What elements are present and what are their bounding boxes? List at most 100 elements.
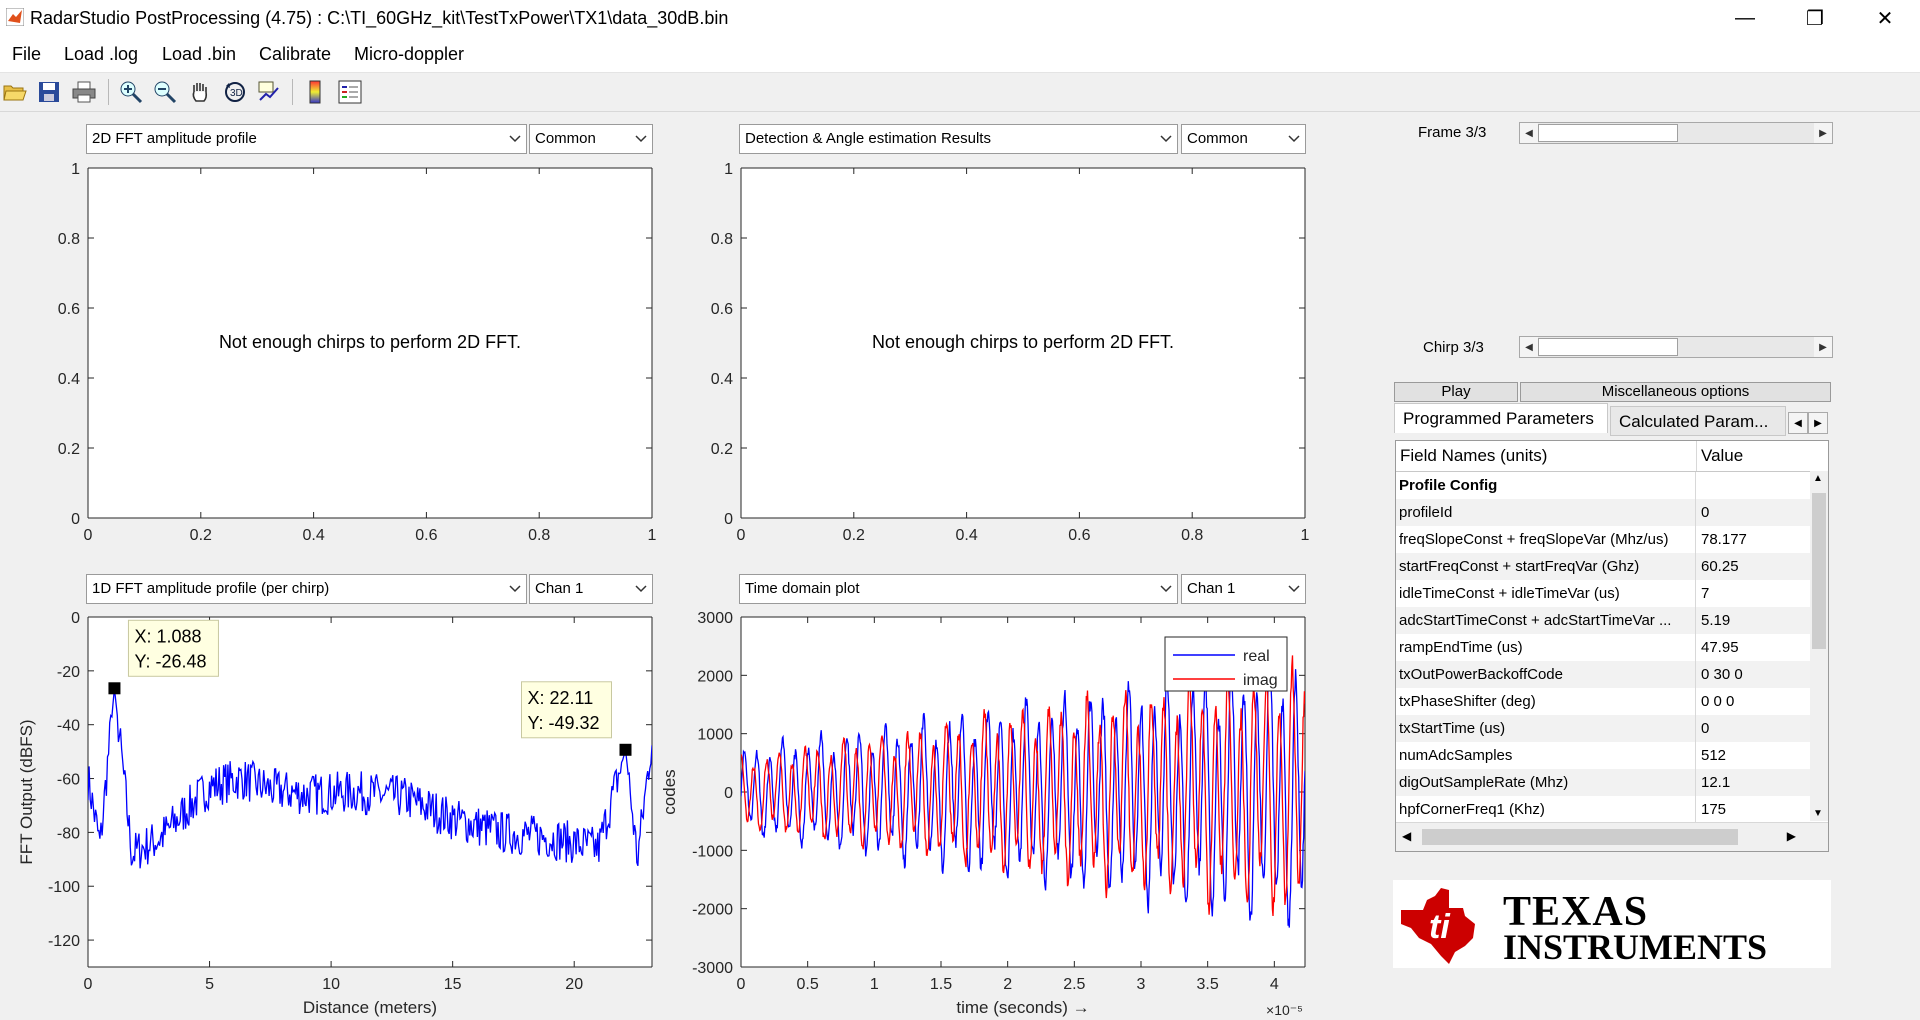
open-folder-icon[interactable]	[2, 79, 28, 105]
frame-slider[interactable]: ◀ ▶	[1519, 122, 1833, 144]
tab-scroll-left-icon[interactable]: ◀	[1788, 412, 1808, 434]
menu-calibrate[interactable]: Calibrate	[259, 44, 332, 64]
minimize-button[interactable]: —	[1710, 0, 1780, 36]
frame-slider-thumb[interactable]	[1538, 124, 1678, 142]
bottom-left-plot-select[interactable]: 1D FFT amplitude profile (per chirp)	[86, 574, 527, 604]
chirp-slider-thumb[interactable]	[1538, 338, 1678, 356]
y-tick-label: -20	[57, 664, 80, 681]
y-axis-label: FFT Output (dBFS)	[17, 719, 36, 864]
y-tick-label: -1000	[692, 843, 733, 860]
top-right-scope-select[interactable]: Common	[1181, 124, 1306, 154]
chevron-down-icon	[630, 575, 652, 603]
table-row[interactable]: txPhaseShifter (deg) 0 0 0	[1396, 688, 1810, 715]
bottom-left-channel-select[interactable]: Chan 1	[529, 574, 653, 604]
table-row[interactable]: adcStartTimeConst + adcStartTimeVar ... 5…	[1396, 607, 1810, 634]
close-button[interactable]: ✕	[1850, 0, 1920, 36]
scroll-down-icon[interactable]: ▼	[1813, 808, 1823, 819]
misc-options-button[interactable]: Miscellaneous options	[1520, 382, 1831, 402]
data-cursor-icon[interactable]	[256, 79, 282, 105]
tab-scroll-right-icon[interactable]: ▶	[1808, 412, 1828, 434]
chirp-slider[interactable]: ◀ ▶	[1519, 336, 1833, 358]
x-tick-label: 0	[737, 527, 746, 544]
table-row[interactable]: idleTimeConst + idleTimeVar (us) 7	[1396, 580, 1810, 607]
value-cell: 5.19	[1701, 612, 1731, 629]
field-name-cell: profileId	[1396, 499, 1696, 526]
value-cell: 7	[1701, 585, 1710, 602]
save-icon[interactable]	[36, 79, 62, 105]
x-tick-label: 0.6	[415, 527, 437, 544]
table-horizontal-scrollbar[interactable]: ◀ ▶	[1396, 822, 1828, 851]
chevron-down-icon	[504, 575, 526, 603]
table-row[interactable]: rampEndTime (us) 47.95	[1396, 634, 1810, 661]
slider-right-arrow-icon[interactable]: ▶	[1814, 123, 1832, 143]
slider-left-arrow-icon[interactable]: ◀	[1520, 123, 1538, 143]
tab-programmed-parameters[interactable]: Programmed Parameters	[1394, 403, 1608, 433]
slider-right-arrow-icon[interactable]: ▶	[1814, 337, 1832, 357]
top-left-scope-select[interactable]: Common	[529, 124, 653, 154]
plot-detection-angle[interactable]: 0 0.2 0.4 0.6 0.8 1 0 0.2 0.4 0.6 0.8 1 Not enough c…	[711, 161, 1310, 544]
field-name-cell: hpfCornerFreq1 (Khz)	[1396, 796, 1696, 823]
parameters-table: Field Names (units) Value Profile Config…	[1395, 440, 1829, 852]
table-row[interactable]: txStartTime (us) 0	[1396, 715, 1810, 742]
datatip-box	[127, 619, 219, 677]
top-right-plot-select[interactable]: Detection & Angle estimation Results	[739, 124, 1178, 154]
x-axis-label: time (seconds) →	[956, 998, 1089, 1017]
tab-calculated-parameters[interactable]: Calculated Param...	[1610, 406, 1786, 436]
pan-hand-icon[interactable]	[187, 79, 213, 105]
bottom-right-plot-select[interactable]: Time domain plot	[739, 574, 1178, 604]
scroll-right-icon[interactable]: ▶	[1786, 829, 1796, 843]
top-right-plot-select-value: Detection & Angle estimation Results	[745, 130, 991, 147]
y-tick-label: -100	[48, 879, 80, 896]
plot-2d-fft-amplitude[interactable]: 0 0.2 0.4 0.6 0.8 1 0 0.2 0.4 0.6 0.8 1 Not enough c…	[58, 161, 657, 544]
print-icon[interactable]	[71, 79, 97, 105]
fft-amplitude-line	[88, 690, 652, 869]
close-icon: ✕	[1876, 7, 1894, 30]
axes-background	[88, 168, 652, 518]
y-tick-label: 0	[724, 511, 733, 528]
chevron-down-icon	[1283, 575, 1305, 603]
x-tick-label: 3	[1137, 976, 1146, 993]
x-tick-label: 0.6	[1068, 527, 1090, 544]
zoom-out-icon[interactable]	[152, 79, 178, 105]
table-row[interactable]: numAdcSamples 512	[1396, 742, 1810, 769]
table-row[interactable]: startFreqConst + startFreqVar (Ghz) 60.25	[1396, 553, 1810, 580]
table-row[interactable]: hpfCornerFreq1 (Khz) 175	[1396, 796, 1810, 823]
maximize-button[interactable]: ❐	[1780, 0, 1850, 36]
menu-micro-doppler[interactable]: Micro-doppler	[354, 44, 465, 64]
x-tick-label: 3.5	[1197, 976, 1219, 993]
column-header-field-names[interactable]: Field Names (units)	[1396, 441, 1697, 471]
svg-text:3D: 3D	[230, 88, 243, 99]
menu-file[interactable]: File	[12, 44, 42, 64]
table-row[interactable]: freqSlopeConst + freqSlopeVar (Mhz/us) 78…	[1396, 526, 1810, 553]
no-data-message: Not enough chirps to perform 2D FFT.	[872, 332, 1174, 352]
minimize-icon: —	[1735, 6, 1755, 29]
menu-load-log[interactable]: Load .log	[64, 44, 139, 64]
scroll-left-icon[interactable]: ◀	[1402, 829, 1412, 843]
rotate-3d-icon[interactable]: 3D	[222, 79, 248, 105]
menu-load-bin[interactable]: Load .bin	[162, 44, 237, 64]
table-section-row[interactable]: Profile Config	[1396, 472, 1810, 499]
slider-left-arrow-icon[interactable]: ◀	[1520, 337, 1538, 357]
table-row[interactable]: txOutPowerBackoffCode 0 30 0	[1396, 661, 1810, 688]
table-row[interactable]: profileId 0	[1396, 499, 1810, 526]
plot-1d-fft-amplitude[interactable]: 0 5 10 15 20 0 -20 -40 -60 -80 -100 -120 Distance (m…	[17, 610, 653, 1017]
chirp-label: Chirp 3/3	[1423, 339, 1484, 356]
field-name-cell: rampEndTime (us)	[1396, 634, 1696, 661]
x-tick-label: 0.4	[955, 527, 977, 544]
legend-icon[interactable]	[337, 79, 363, 105]
scroll-up-icon[interactable]: ▲	[1813, 473, 1823, 484]
table-vertical-scrollbar[interactable]: ▲ ▼	[1810, 471, 1828, 821]
top-left-plot-select[interactable]: 2D FFT amplitude profile	[86, 124, 527, 154]
scroll-thumb[interactable]	[1812, 493, 1826, 649]
colorbar-icon[interactable]	[302, 79, 328, 105]
table-row[interactable]: digOutSampleRate (Mhz) 12.1	[1396, 769, 1810, 796]
play-button[interactable]: Play	[1394, 382, 1518, 402]
column-header-value[interactable]: Value	[1701, 446, 1744, 465]
field-name-cell: Profile Config	[1396, 472, 1696, 499]
value-cell: 0 30 0	[1701, 666, 1743, 683]
zoom-in-icon[interactable]	[118, 79, 144, 105]
plot-time-domain[interactable]: 0 0.5 1 1.5 2 2.5 3 3.5 4 3000 2000 1000 0 -1000 -2000…	[660, 610, 1306, 1018]
hscroll-thumb[interactable]	[1422, 829, 1738, 845]
bottom-right-channel-select[interactable]: Chan 1	[1181, 574, 1306, 604]
